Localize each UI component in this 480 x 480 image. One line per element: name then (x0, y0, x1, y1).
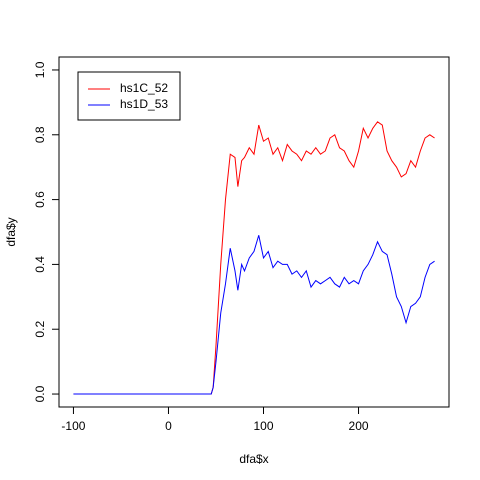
y-tick-label: 0.8 (33, 126, 47, 143)
x-tick-label: 100 (253, 419, 273, 433)
y-axis-label: dfa$y (4, 217, 18, 246)
y-tick-label: 1.0 (33, 61, 47, 78)
y-tick-label: 0.6 (33, 191, 47, 208)
series-line (73, 235, 435, 395)
x-tick-label: 200 (349, 419, 369, 433)
y-tick-label: 0.4 (33, 256, 47, 273)
x-tick-label: 0 (165, 419, 172, 433)
legend-box (77, 71, 181, 121)
plot-box (58, 56, 450, 408)
y-tick-label: 0.0 (33, 385, 47, 402)
series-line (73, 121, 435, 395)
legend-label: hs1D_53 (120, 97, 168, 111)
x-axis-label: dfa$x (239, 452, 268, 466)
y-tick-label: 0.2 (33, 321, 47, 338)
legend-label: hs1C_52 (120, 81, 168, 95)
x-tick-label: -100 (61, 419, 85, 433)
